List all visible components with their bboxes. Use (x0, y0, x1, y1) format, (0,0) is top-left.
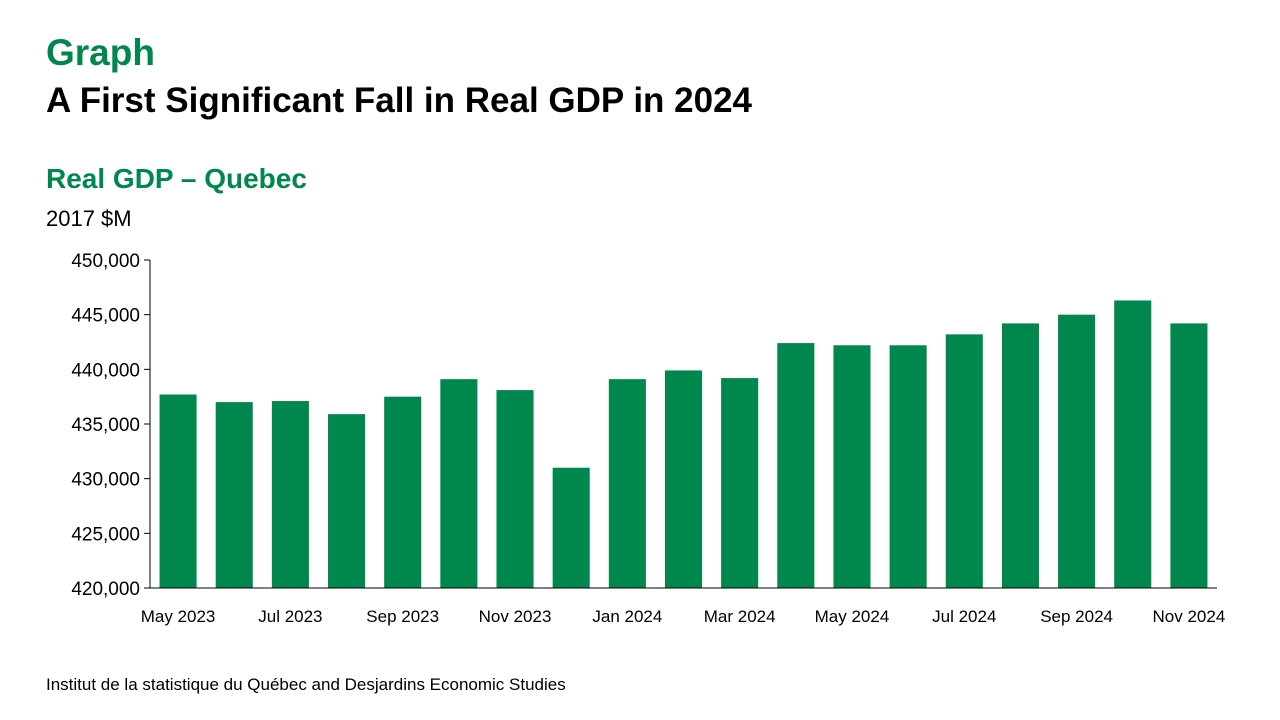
bar-jul-2023 (271, 401, 309, 588)
bar-may-2024 (833, 345, 871, 588)
x-tick-label: Mar 2024 (704, 607, 776, 626)
bar-jun-2024 (889, 345, 927, 588)
bar-may-2023 (159, 394, 197, 588)
bar-nov-2023 (496, 390, 534, 588)
y-tick-label: 450,000 (71, 251, 140, 272)
x-tick-label: May 2023 (141, 607, 216, 626)
bar-jun-2023 (215, 402, 253, 588)
x-tick-label: Nov 2023 (479, 607, 552, 626)
bar-dec-2023 (552, 467, 590, 588)
bar-jul-2024 (945, 334, 983, 588)
x-tick-label: Jul 2023 (258, 607, 322, 626)
x-tick-label: Jan 2024 (592, 607, 662, 626)
bar-sep-2024 (1058, 314, 1096, 588)
bar-aug-2024 (1001, 323, 1039, 588)
y-tick-label: 430,000 (71, 470, 140, 491)
bar-mar-2024 (721, 378, 759, 588)
bar-sep-2023 (384, 396, 422, 588)
x-tick-label: Nov 2024 (1153, 607, 1226, 626)
bar-nov-2024 (1170, 323, 1208, 588)
bar-feb-2024 (664, 370, 703, 588)
x-axis: May 2023 Jul 2023 Sep 2023 Nov 2023 Jan 2024… (141, 587, 1226, 626)
y-axis-unit-label: 2017 $M (46, 206, 132, 231)
y-tick-label: 435,000 (71, 415, 140, 436)
bar-oct-2024 (1114, 300, 1152, 588)
y-tick-label: 425,000 (71, 524, 140, 545)
y-tick-label: 440,000 (71, 360, 140, 381)
chart-title: Real GDP – Quebec (46, 163, 307, 194)
page-title: A First Significant Fall in Real GDP in … (46, 81, 753, 120)
y-tick-label: 445,000 (71, 306, 140, 327)
kicker-label: Graph (46, 32, 155, 73)
bar-oct-2023 (440, 379, 478, 588)
x-tick-label: Jul 2024 (932, 607, 996, 626)
y-axis: 420,000 425,000 430,000 435,000 440,000 445,0… (71, 251, 151, 600)
bar-apr-2024 (777, 343, 815, 588)
bar-aug-2023 (328, 414, 366, 588)
y-tick-label: 420,000 (71, 579, 140, 600)
bar-jan-2024 (608, 379, 646, 588)
x-tick-label: May 2024 (815, 607, 890, 626)
x-tick-label: Sep 2023 (366, 607, 439, 626)
bars-group (159, 300, 1208, 588)
source-note: Institut de la statistique du Québec and… (46, 675, 566, 694)
x-tick-label: Sep 2024 (1040, 607, 1113, 626)
